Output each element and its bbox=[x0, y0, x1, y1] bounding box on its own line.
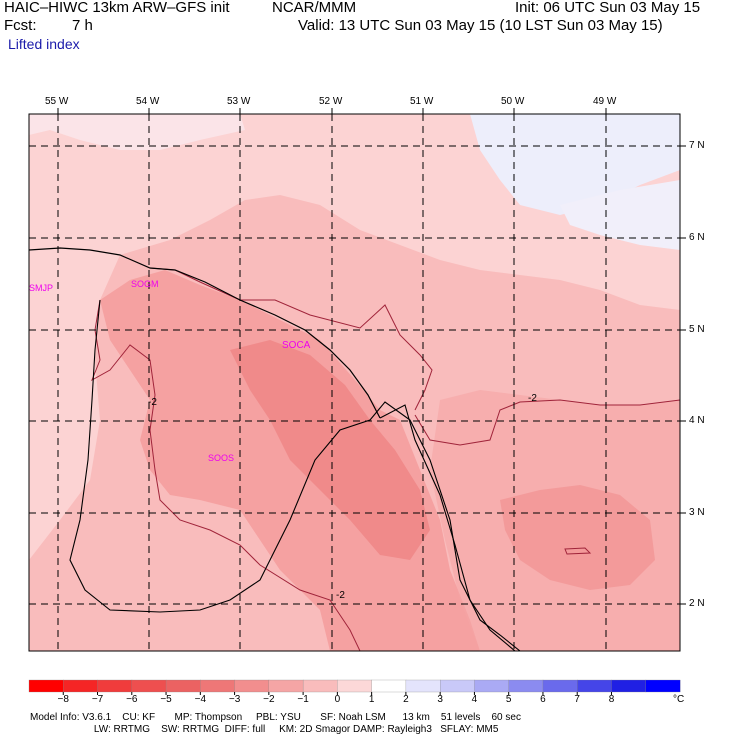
colorbar-cell bbox=[577, 679, 612, 693]
fcst-label: Fcst: bbox=[4, 17, 37, 34]
lon-label: 53 W bbox=[227, 96, 251, 107]
colorbar-tick-label: 3 bbox=[437, 694, 443, 705]
colorbar-cell bbox=[28, 679, 64, 693]
footer-line-2: LW: RRTMG SW: RRTMG DIFF: full KM: 2D Sm… bbox=[30, 724, 499, 735]
lat-label: 4 N bbox=[689, 415, 705, 426]
colorbar-cell bbox=[337, 679, 373, 693]
colorbar-cell bbox=[97, 679, 133, 693]
colorbar-cell bbox=[645, 679, 681, 693]
colorbar-tick-label: −7 bbox=[91, 694, 104, 705]
colorbar-cell bbox=[268, 679, 304, 693]
colorbar-cell bbox=[508, 679, 544, 693]
lat-label: 7 N bbox=[689, 140, 705, 151]
lon-label: 55 W bbox=[45, 96, 69, 107]
colorbar-tick-label: −1 bbox=[297, 694, 309, 705]
colorbar-cell bbox=[131, 679, 167, 693]
map-frame bbox=[28, 113, 681, 652]
lat-label: 6 N bbox=[689, 232, 705, 243]
lon-label: 50 W bbox=[501, 96, 525, 107]
colorbar-cell bbox=[440, 679, 475, 693]
colorbar-tick-label: 7 bbox=[574, 694, 580, 705]
colorbar bbox=[28, 679, 681, 695]
lon-label: 52 W bbox=[319, 96, 343, 107]
colorbar-tick-label: 5 bbox=[505, 694, 512, 705]
border-line-west bbox=[69, 299, 521, 651]
medium-red-region-east bbox=[430, 390, 680, 651]
colorbar-cell bbox=[405, 679, 441, 693]
colorbar-tick-label: 6 bbox=[540, 694, 546, 705]
colorbar-cell bbox=[542, 679, 578, 693]
colorbar-tick-label: −2 bbox=[263, 694, 275, 705]
station-label: SOGM bbox=[131, 279, 159, 289]
fcst-value: 7 h bbox=[72, 17, 93, 34]
contour-label: -2 bbox=[148, 397, 157, 408]
axis-ticks bbox=[57, 108, 686, 605]
colorbar-tick-label: 1 bbox=[368, 694, 375, 705]
colorbar-tick-label: 4 bbox=[471, 694, 478, 705]
contour-line-1 bbox=[149, 267, 433, 411]
colorbar-tick-label: 8 bbox=[608, 694, 615, 705]
colorbar-cell bbox=[371, 679, 407, 693]
colorbar-tick-label: −4 bbox=[194, 694, 207, 705]
pale-region-nw bbox=[29, 114, 245, 150]
colorbar-tick-label: −3 bbox=[228, 694, 241, 705]
colorbar-tick-label: −5 bbox=[160, 694, 172, 705]
grid-lines bbox=[29, 114, 680, 651]
contour-label: -2 bbox=[336, 590, 345, 601]
colorbar-unit: °C bbox=[673, 694, 685, 705]
colorbar-cell bbox=[611, 679, 647, 693]
colorbar-cell bbox=[200, 679, 236, 693]
lat-label: 2 N bbox=[689, 598, 705, 609]
valid-time: Valid: 13 UTC Sun 03 May 15 (10 LST Sun … bbox=[298, 17, 663, 34]
lon-label: 49 W bbox=[593, 96, 617, 107]
lat-label: 5 N bbox=[689, 324, 705, 335]
contour-line-3 bbox=[414, 399, 680, 446]
station-label: SOOS bbox=[208, 453, 235, 463]
contour-label: -2 bbox=[528, 393, 537, 404]
model-title: HAIC–HIWC 13km ARW–GFS init bbox=[4, 0, 230, 16]
lat-label: 3 N bbox=[689, 507, 705, 518]
lon-label: 54 W bbox=[136, 96, 160, 107]
colorbar-cell bbox=[165, 679, 201, 693]
init-time: Init: 06 UTC Sun 03 May 15 bbox=[515, 0, 701, 16]
lon-label: 51 W bbox=[410, 96, 434, 107]
colorbar-tick-label: 0 bbox=[334, 694, 341, 705]
contour-line-2 bbox=[91, 299, 361, 651]
footer-line-1: Model Info: V3.6.1 CU: KF MP: Thompson P… bbox=[30, 712, 521, 723]
border-line-east bbox=[379, 404, 516, 651]
contour-line-4 bbox=[564, 547, 592, 555]
station-label: SMJP bbox=[29, 283, 54, 293]
colorbar-cell bbox=[302, 679, 338, 693]
colorbar-cell bbox=[474, 679, 510, 693]
field-name: Lifted index bbox=[8, 36, 80, 52]
org-label: NCAR/MMM bbox=[272, 0, 357, 16]
colorbar-tick-label: 2 bbox=[403, 694, 409, 705]
darker-red-core-land bbox=[230, 340, 430, 560]
coastline bbox=[29, 247, 381, 419]
colorbar-tick-label: −8 bbox=[57, 694, 69, 705]
colorbar-cell bbox=[63, 679, 98, 693]
pale-blue-region-east bbox=[560, 180, 680, 250]
colorbar-tick-label: −6 bbox=[126, 694, 138, 705]
colorbar-cell bbox=[234, 679, 270, 693]
station-label: SOCA bbox=[282, 340, 311, 351]
